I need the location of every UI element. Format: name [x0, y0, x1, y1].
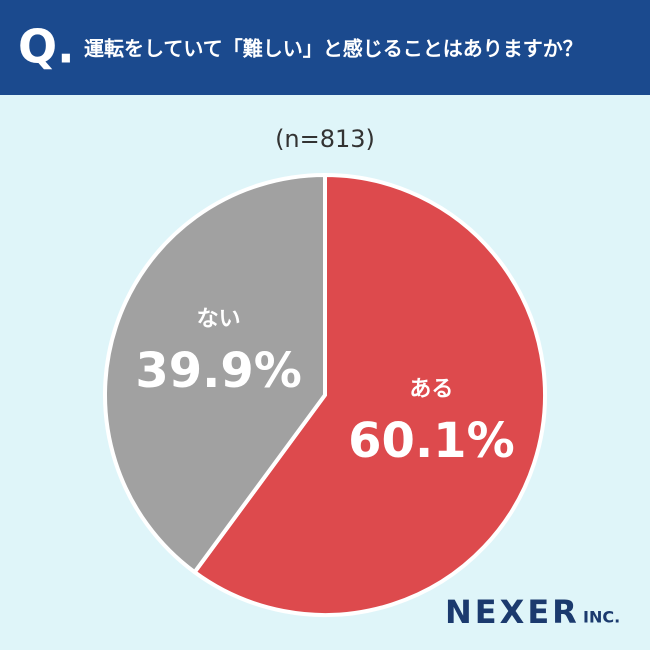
pie-slice: [103, 173, 327, 575]
slice-value-label: 39.9%: [135, 343, 302, 399]
slice-category: ある: [409, 377, 453, 402]
chart-title: 運転をしていて「難しい」と感じることはありますか？: [84, 37, 583, 61]
slice-value-label: 60.1%: [348, 413, 515, 469]
header-band: [0, 0, 650, 95]
slice-category: ない: [197, 307, 241, 332]
brand: NEXER: [445, 593, 580, 631]
labels: ある 60.1% ない 39.9%: [135, 307, 514, 469]
pie-slice: [192, 173, 547, 617]
badge: Q.: [18, 20, 75, 74]
subtitle: (n=813): [275, 125, 375, 153]
brand-suffix: INC.: [583, 608, 620, 627]
pie: [103, 173, 547, 617]
